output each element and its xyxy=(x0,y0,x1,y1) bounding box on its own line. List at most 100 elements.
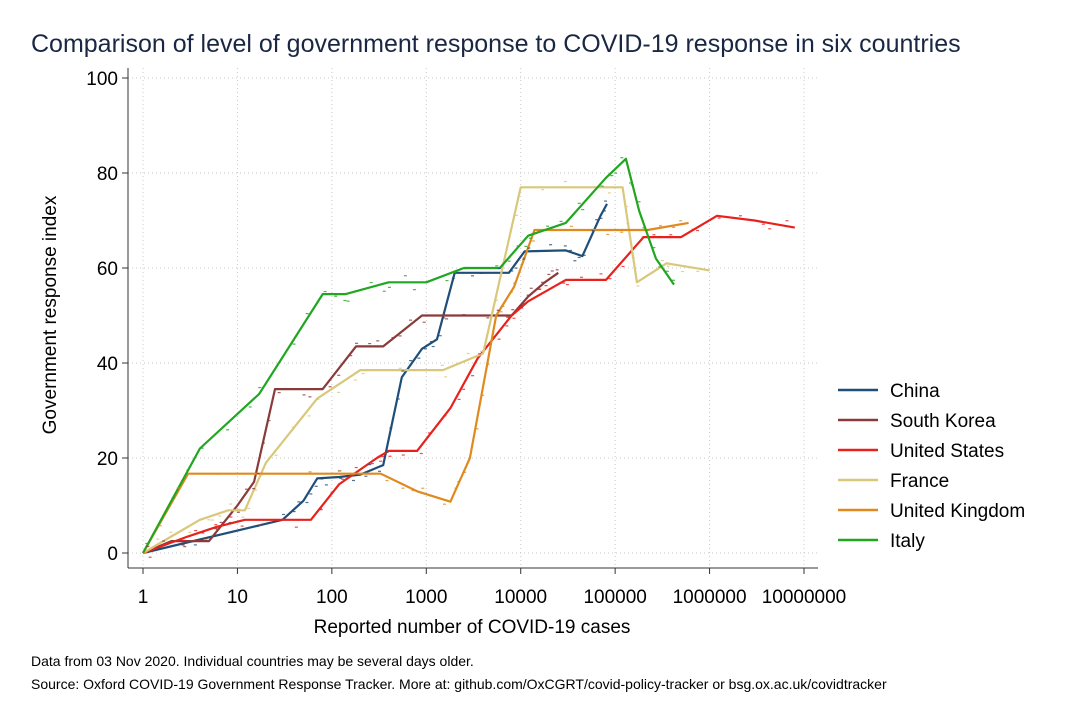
legend-label-italy: Italy xyxy=(890,531,925,552)
y-tick-label-4: 80 xyxy=(97,164,118,185)
x-axis-label: Reported number of COVID-19 cases xyxy=(314,617,631,638)
scatter-mark xyxy=(226,429,230,431)
scatter-mark xyxy=(183,546,187,548)
scatter-mark xyxy=(318,508,322,510)
scatter-mark xyxy=(738,215,742,217)
y-axis-label: Government response index xyxy=(40,195,61,434)
scatter-mark xyxy=(510,270,514,272)
scatter-mark xyxy=(428,495,432,497)
scatter-mark xyxy=(297,501,301,503)
scatter-mark xyxy=(463,268,467,270)
scatter-mark xyxy=(581,209,585,211)
scatter-mark xyxy=(573,260,577,262)
scatter-mark xyxy=(445,318,449,320)
x-tick-label-3: 1000 xyxy=(405,587,447,608)
scatter-mark xyxy=(624,205,628,208)
scatter-mark xyxy=(381,455,385,458)
chart-title: Comparison of level of government respon… xyxy=(31,30,961,58)
scatter-mark xyxy=(454,487,458,489)
scatter-mark xyxy=(270,519,274,521)
scatter-mark xyxy=(219,521,223,524)
scatter-mark xyxy=(387,286,391,288)
scatter-mark xyxy=(672,279,676,281)
y-tick-label-0: 0 xyxy=(107,544,118,565)
scatter-mark xyxy=(495,265,499,267)
scatter-mark xyxy=(409,360,413,362)
scatter-mark xyxy=(691,228,695,230)
scatter-mark xyxy=(462,314,466,316)
x-tick-label-4: 10000 xyxy=(494,587,547,608)
scatter-mark xyxy=(520,307,524,309)
scatter-mark xyxy=(158,525,162,527)
scatter-mark xyxy=(302,394,306,396)
scatter-mark xyxy=(511,309,515,311)
scatter-mark xyxy=(620,231,624,233)
scatter-mark xyxy=(522,258,526,260)
scatter-mark xyxy=(431,345,435,348)
scatter-mark xyxy=(417,357,421,359)
scatter-mark xyxy=(547,273,551,276)
scatter-mark xyxy=(513,282,517,284)
scatter-mark xyxy=(292,343,296,345)
scatter-mark xyxy=(388,455,392,457)
scatter-mark xyxy=(747,219,751,221)
scatter-mark xyxy=(171,541,175,543)
scatter-mark xyxy=(214,524,218,526)
scatter-mark xyxy=(669,234,673,236)
scatter-mark xyxy=(337,374,341,376)
scatter-mark xyxy=(497,267,501,270)
scatter-mark xyxy=(294,526,298,528)
scatter-mark xyxy=(440,364,444,366)
scatter-mark xyxy=(421,487,425,489)
scatter-mark xyxy=(145,542,149,545)
scatter-mark xyxy=(658,225,662,227)
scatter-mark xyxy=(252,488,256,490)
y-tick-label-3: 60 xyxy=(97,259,118,280)
scatter-mark xyxy=(247,507,251,510)
scatter-mark xyxy=(522,303,526,305)
scatter-mark xyxy=(631,256,635,259)
scatter-mark xyxy=(608,278,612,280)
y-tick-label-2: 40 xyxy=(97,354,118,375)
scatter-mark xyxy=(514,267,518,269)
x-tick-label-7: 10000000 xyxy=(762,587,847,608)
scatter-mark xyxy=(401,454,405,456)
scatter-mark xyxy=(509,291,513,293)
scatter-mark xyxy=(607,192,611,194)
scatter-mark xyxy=(658,266,662,268)
scatter-mark xyxy=(305,312,309,315)
scatter-mark xyxy=(480,350,484,352)
scatter-mark xyxy=(761,223,765,225)
scatter-mark xyxy=(338,470,342,472)
scatter-mark xyxy=(349,355,353,357)
y-axis-ticks: 0 20 40 60 80 100 xyxy=(86,69,128,565)
scatter-mark xyxy=(538,288,542,290)
scatter-mark xyxy=(650,272,654,274)
scatter-mark xyxy=(514,214,518,216)
scatter-mark xyxy=(629,182,633,184)
scatter-mark xyxy=(717,217,721,219)
scatter-mark xyxy=(401,370,405,372)
series-lines xyxy=(142,157,795,555)
scatter-mark xyxy=(355,342,359,344)
scatter-mark xyxy=(308,396,312,398)
scatter-mark xyxy=(369,281,373,284)
scatter-mark xyxy=(563,245,567,247)
scatter-mark xyxy=(497,338,501,340)
scatter-mark xyxy=(201,532,205,534)
scatter-mark xyxy=(171,496,175,499)
scatter-mark xyxy=(577,256,581,259)
scatter-mark xyxy=(412,289,416,291)
scatter-mark xyxy=(486,317,490,319)
scatter-mark xyxy=(398,335,402,337)
scatter-mark xyxy=(403,275,407,277)
scatter-mark xyxy=(401,487,405,489)
scatter-mark xyxy=(218,515,222,517)
scatter-mark xyxy=(541,281,545,283)
scatter-mark xyxy=(444,376,448,378)
scatter-mark xyxy=(169,531,173,533)
scatter-mark xyxy=(599,273,603,275)
scatter-mark xyxy=(204,538,208,540)
scatter-mark xyxy=(710,217,714,220)
